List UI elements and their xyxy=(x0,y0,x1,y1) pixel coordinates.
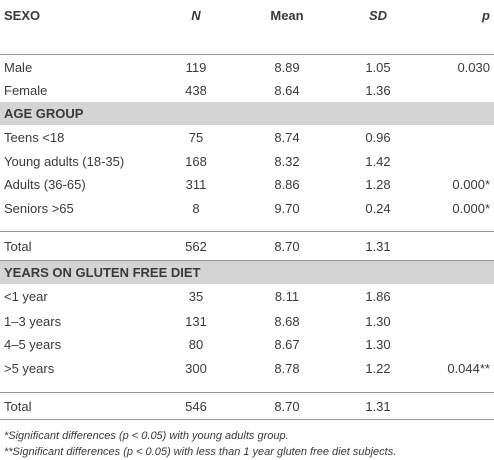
table-cell: 8.70 xyxy=(242,231,332,261)
table-cell: 562 xyxy=(150,231,242,261)
header-cell: Mean xyxy=(242,0,332,55)
table-row: Young adults (18-35) 168 8.32 1.42 xyxy=(0,149,494,173)
table-cell xyxy=(424,392,494,420)
table-cell: 4–5 years xyxy=(4,337,62,352)
table-cell: Teens <18 xyxy=(4,129,65,145)
table-cell: 1.05 xyxy=(365,59,391,75)
table-row: Total 546 8.70 1.31 xyxy=(0,392,494,420)
table-row: 1–3 years 131 8.68 1.30 xyxy=(0,309,494,333)
table-cell: 9.70 xyxy=(274,200,300,216)
table-cell: 1.42 xyxy=(365,153,391,169)
table-row: Adults (36-65) 311 8.86 1.28 0.000* xyxy=(0,173,494,196)
table-cell: 1.86 xyxy=(365,289,391,304)
table-cell: >5 years xyxy=(4,360,55,376)
footnote: *Significant differences (p < 0.05) with… xyxy=(4,430,289,442)
table-cell: 1.28 xyxy=(365,177,391,192)
table-cell: 35 xyxy=(188,289,204,304)
section-label: YEARS ON GLUTEN FREE DIET xyxy=(0,260,494,284)
results-table: SEXO N Mean SD p Male 119 8.89 1.05 0.030 Fem… xyxy=(0,0,494,420)
section-row: YEARS ON GLUTEN FREE DIET xyxy=(0,260,494,284)
table-cell: 1.30 xyxy=(365,313,391,329)
table-cell: 8.70 xyxy=(242,392,332,420)
table-cell: 0.96 xyxy=(365,129,391,145)
table-row: Female 438 8.64 1.36 xyxy=(0,79,494,102)
section-row: AGE GROUP xyxy=(0,102,494,125)
table-cell: 8.74 xyxy=(274,129,300,145)
table-row: Male 119 8.89 1.05 0.030 xyxy=(0,55,494,80)
header-cell: p xyxy=(424,0,494,55)
table-cell: 1–3 years xyxy=(4,313,62,329)
table-cell: 0.030 xyxy=(457,59,490,75)
header-cell: SD xyxy=(332,0,424,55)
table-cell: 0.000* xyxy=(452,177,490,192)
table-cell: 75 xyxy=(188,129,204,145)
table-cell: 8.78 xyxy=(274,360,300,376)
table-row: <1 year 35 8.11 1.86 xyxy=(0,284,494,309)
table-cell: 131 xyxy=(185,313,207,329)
table-cell: 1.31 xyxy=(332,392,424,420)
table-row: 4–5 years 80 8.67 1.30 xyxy=(0,333,494,356)
table-cell xyxy=(424,309,494,333)
table-cell: 8.11 xyxy=(274,289,300,304)
footnotes: *Significant differences (p < 0.05) with… xyxy=(0,420,494,460)
table-cell xyxy=(424,79,494,102)
spacer-cell xyxy=(0,220,494,232)
table-row: Seniors >65 8 9.70 0.24 0.000* xyxy=(0,196,494,220)
table-cell: 1.36 xyxy=(365,83,391,98)
table-cell: <1 year xyxy=(4,289,48,304)
table-cell: Seniors >65 xyxy=(4,200,74,216)
spacer xyxy=(0,220,494,232)
table-cell: 438 xyxy=(185,83,207,98)
table-row: >5 years 300 8.78 1.22 0.044** xyxy=(0,356,494,380)
spacer-cell xyxy=(0,380,494,393)
table-cell: 0.044** xyxy=(447,360,490,376)
table-cell: 8.89 xyxy=(274,59,300,75)
table-cell: 546 xyxy=(150,392,242,420)
table-cell: 8 xyxy=(192,200,200,216)
table-cell: 311 xyxy=(185,177,207,192)
table-cell: 8.67 xyxy=(274,337,300,352)
table-cell: Total xyxy=(0,231,150,261)
table-cell xyxy=(424,284,494,309)
table-cell: 119 xyxy=(185,59,207,75)
table-cell: 1.30 xyxy=(365,337,391,352)
table-row: Teens <18 75 8.74 0.96 xyxy=(0,125,494,149)
footnote: **Significant differences (p < 0.05) wit… xyxy=(4,446,397,458)
table-cell xyxy=(424,333,494,356)
header-cell: N xyxy=(150,0,242,55)
table-cell: 300 xyxy=(185,360,207,376)
table-cell: 80 xyxy=(188,337,204,352)
table-cell: 8.86 xyxy=(274,177,300,192)
table-cell: Young adults (18-35) xyxy=(4,153,125,169)
table-cell: Total xyxy=(0,392,150,420)
table-cell: 1.22 xyxy=(365,360,391,376)
table-cell: Female xyxy=(4,83,48,98)
table-row: Total 562 8.70 1.31 xyxy=(0,231,494,261)
table-cell: 0.000* xyxy=(452,200,490,216)
table-cell: 0.24 xyxy=(365,200,391,216)
table-cell xyxy=(424,231,494,261)
table-cell: 8.68 xyxy=(274,313,300,329)
table-cell: 168 xyxy=(185,153,207,169)
table-cell: 8.32 xyxy=(274,153,300,169)
header-cell: SEXO xyxy=(0,0,150,55)
header-row: SEXO N Mean SD p xyxy=(0,0,494,55)
section-label: AGE GROUP xyxy=(0,102,494,125)
table-cell: Male xyxy=(4,59,33,75)
table-cell xyxy=(424,125,494,149)
table-cell: Adults (36-65) xyxy=(4,177,86,192)
table-cell: 8.64 xyxy=(274,83,300,98)
table-cell: 1.31 xyxy=(332,231,424,261)
spacer xyxy=(0,380,494,393)
table-cell xyxy=(424,149,494,173)
